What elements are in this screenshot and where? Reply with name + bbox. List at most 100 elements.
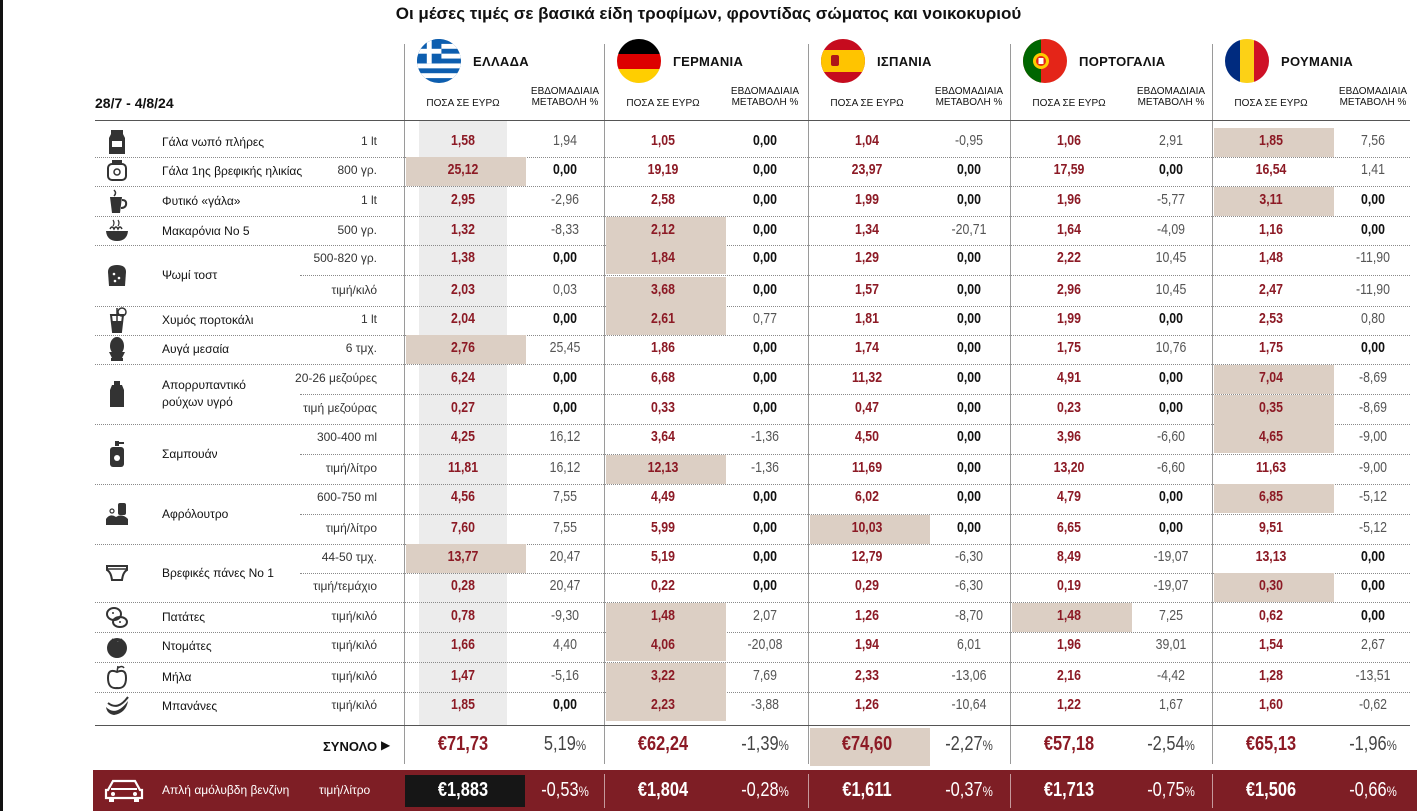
change-cell: 0,00	[553, 696, 577, 713]
price-cell: 1,48	[1057, 607, 1081, 624]
change-cell: -9,00	[1358, 459, 1388, 476]
change-cell: 20,47	[549, 548, 581, 565]
percent-sign: %	[578, 783, 589, 799]
product-unit: τιμή/λίτρο	[325, 521, 377, 535]
price-column-header: ΠΟΣΑ ΣΕ ΕΥΡΩ	[626, 98, 700, 109]
change-header-line2: ΜΕΤΑΒΟΛΗ %	[731, 97, 799, 108]
price-cell: 6,65	[1057, 519, 1081, 536]
change-cell: 0,00	[1159, 399, 1183, 416]
price-cell: 13,77	[447, 548, 479, 565]
product-unit: 1 lt	[360, 193, 377, 207]
price-cell: 1,60	[1259, 696, 1283, 713]
page-title: Οι μέσες τιμές σε βασικά είδη τροφίμων, …	[395, 4, 1022, 23]
total-price: €71,73	[437, 733, 489, 755]
price-cell: 12,79	[851, 548, 883, 565]
price-cell: 0,47	[855, 399, 879, 416]
price-cell: 1,74	[855, 339, 879, 356]
change-cell: -10,64	[951, 696, 987, 713]
total-change: -2,27%	[938, 733, 1000, 756]
change-cell: -9,00	[1358, 428, 1388, 445]
change-cell: 0,00	[753, 132, 777, 149]
column-separator	[404, 44, 405, 764]
price-cell: 1,57	[855, 281, 879, 298]
price-cell: 2,95	[451, 191, 475, 208]
price-cell: 6,85	[1259, 488, 1283, 505]
price-cell: 1,16	[1259, 221, 1283, 238]
price-cell: 3,68	[651, 281, 675, 298]
column-separator	[1010, 44, 1011, 764]
price-cell: 2,58	[651, 191, 675, 208]
highlight-cell	[1214, 128, 1334, 157]
price-cell: 7,60	[451, 519, 475, 536]
price-cell: 2,33	[855, 667, 879, 684]
price-cell: 1,96	[1057, 191, 1081, 208]
change-cell: -0,95	[954, 132, 984, 149]
fuel-change-value: -0,37	[945, 779, 983, 801]
change-cell: 0,00	[753, 577, 777, 594]
row-divider	[95, 483, 1410, 485]
highlight-cell	[606, 455, 726, 484]
product-unit: 20-26 μεζούρες	[295, 371, 377, 385]
change-header-line1: ΕΒΔΟΜΑΔΙΑΙΑ	[1136, 86, 1206, 97]
price-cell: 1,29	[855, 249, 879, 266]
change-cell: -0,62	[1358, 696, 1388, 713]
change-cell: -1,36	[750, 428, 780, 445]
price-cell: 17,59	[1053, 161, 1085, 178]
price-cell: 1,66	[451, 636, 475, 653]
total-rule	[95, 725, 1410, 726]
change-cell: 0,00	[553, 249, 577, 266]
change-cell: 0,00	[957, 161, 981, 178]
fuel-change-value: -0,28	[741, 779, 779, 801]
change-cell: 0,00	[957, 339, 981, 356]
car-icon	[104, 776, 144, 804]
country-name: ΙΣΠΑΝΙΑ	[877, 53, 932, 69]
change-cell: 0,00	[957, 488, 981, 505]
price-cell: 2,04	[451, 310, 475, 327]
price-cell: 3,96	[1057, 428, 1081, 445]
percent-sign: %	[982, 783, 993, 799]
fuel-price: €1,506	[1245, 779, 1297, 801]
change-cell: 0,00	[1159, 369, 1183, 386]
row-divider	[95, 691, 1410, 693]
highlight-cell	[1214, 187, 1334, 216]
change-cell: 0,00	[1159, 519, 1183, 536]
change-cell: -13,51	[1355, 667, 1391, 684]
change-column-header: ΕΒΔΟΜΑΔΙΑΙΑ ΜΕΤΑΒΟΛΗ %	[1133, 86, 1209, 108]
price-cell: 6,68	[651, 369, 675, 386]
price-cell: 1,38	[451, 249, 475, 266]
price-cell: 1,99	[855, 191, 879, 208]
change-cell: 20,47	[549, 577, 581, 594]
highlight-cell	[1012, 603, 1132, 632]
change-column-header: ΕΒΔΟΜΑΔΙΑΙΑ ΜΕΤΑΒΟΛΗ %	[527, 86, 603, 108]
change-cell: 0,00	[957, 369, 981, 386]
germany-flag-icon	[617, 39, 661, 83]
fuel-label: Απλή αμόλυβδη βενζίνη	[162, 783, 289, 797]
price-cell: 2,03	[451, 281, 475, 298]
highlight-cell	[606, 692, 726, 721]
price-cell: 8,49	[1057, 548, 1081, 565]
change-cell: -11,90	[1356, 281, 1390, 298]
country-name: ΓΕΡΜΑΝΙΑ	[673, 53, 744, 69]
row-divider	[300, 453, 1410, 455]
change-cell: 2,91	[1159, 132, 1183, 149]
price-cell: 5,19	[651, 548, 675, 565]
change-cell: -5,12	[1358, 488, 1388, 505]
change-cell: 7,56	[1361, 132, 1385, 149]
price-cell: 1,86	[651, 339, 675, 356]
change-header-line1: ΕΒΔΟΜΑΔΙΑΙΑ	[530, 86, 600, 97]
price-cell: 2,16	[1057, 667, 1081, 684]
fuel-band	[93, 770, 1417, 811]
change-cell: -6,60	[1156, 428, 1186, 445]
price-column-header: ΠΟΣΑ ΣΕ ΕΥΡΩ	[1234, 98, 1308, 109]
percent-sign: %	[982, 737, 993, 753]
product-name: Απορρυπαντικό ρούχων υγρό	[162, 378, 246, 409]
change-cell: -4,09	[1156, 221, 1186, 238]
change-cell: -5,12	[1358, 519, 1388, 536]
fuel-price: €1,611	[842, 779, 892, 801]
play-arrow-icon: ▶	[381, 738, 391, 752]
change-cell: -8,33	[550, 221, 580, 238]
percent-sign: %	[1386, 783, 1397, 799]
product-name: Μακαρόνια Νο 5	[162, 224, 250, 238]
fuel-change: -0,75%	[1140, 779, 1202, 802]
change-cell: -8,70	[954, 607, 984, 624]
